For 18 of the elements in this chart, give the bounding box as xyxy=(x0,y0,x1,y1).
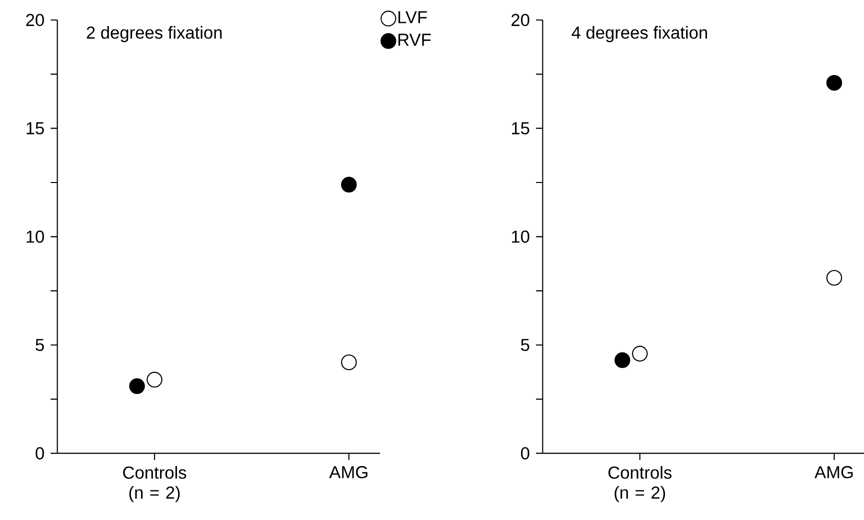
chart-title: 2 degrees fixation xyxy=(86,26,222,42)
y-tick-label: 5 xyxy=(521,338,530,352)
legend-label: RVF xyxy=(398,34,431,46)
y-tick-label: 20 xyxy=(512,14,530,26)
y-tick-label: 0 xyxy=(520,447,530,460)
legend-label: LVF xyxy=(398,11,427,24)
y-tick-label: 15 xyxy=(26,122,44,134)
y-tick-label: 0 xyxy=(36,447,44,460)
x-tick-label: Controls (n = 2) xyxy=(123,466,186,502)
chart-title: 4 degrees fixation xyxy=(572,26,707,42)
y-tick-label: 15 xyxy=(512,122,530,134)
y-tick-label: 10 xyxy=(26,230,44,243)
y-tick-label: 5 xyxy=(36,338,44,352)
y-tick-label: 10 xyxy=(512,230,530,243)
y-tick-label: 20 xyxy=(26,14,44,26)
x-tick-label: AMG xyxy=(329,466,368,478)
x-tick-label: Controls (n = 2) xyxy=(608,466,672,502)
x-tick-label: AMG xyxy=(814,466,853,478)
